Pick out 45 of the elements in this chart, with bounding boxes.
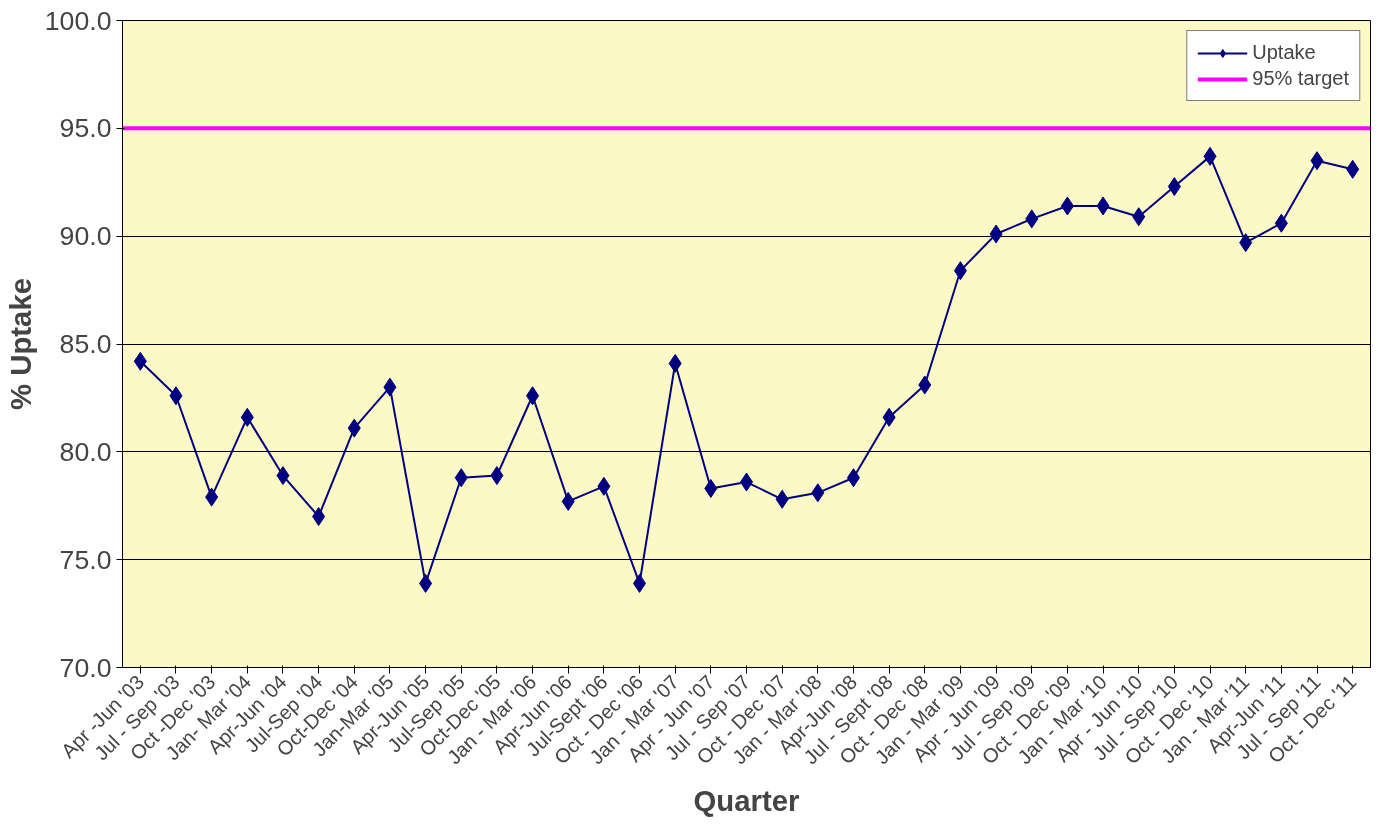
point [205, 487, 219, 507]
y-tick-label: 75.0 [59, 544, 112, 575]
point [1346, 159, 1360, 179]
point [1096, 196, 1110, 216]
x-axis-title: Quarter [693, 784, 800, 818]
point [561, 491, 575, 511]
point [633, 573, 647, 593]
point [704, 479, 718, 498]
point [811, 483, 825, 503]
y-tick-label: 70.0 [59, 652, 112, 683]
point [490, 466, 504, 486]
point [526, 386, 540, 406]
point [133, 351, 147, 371]
y-tick-label: 95.0 [59, 113, 112, 144]
point [846, 468, 860, 488]
point [882, 407, 896, 427]
y-tick-label: 100.0 [44, 5, 112, 36]
y-axis-title: % Uptake [3, 277, 37, 411]
point [1274, 213, 1288, 233]
point [775, 489, 789, 509]
point [1239, 233, 1253, 253]
point [454, 468, 468, 488]
point [169, 386, 183, 406]
point [953, 261, 967, 281]
point [383, 377, 397, 397]
point [1132, 207, 1146, 227]
point [597, 476, 611, 496]
point [276, 466, 290, 486]
point [668, 353, 682, 373]
point [918, 375, 932, 395]
y-tick-label: 80.0 [59, 436, 112, 467]
point [1203, 146, 1217, 166]
point [1060, 196, 1074, 216]
point [240, 407, 254, 427]
legend-label: 95% target [1252, 67, 1349, 90]
point [312, 507, 326, 527]
point [1310, 151, 1324, 171]
point [419, 573, 433, 593]
y-tick-label: 90.0 [59, 221, 112, 252]
point [989, 224, 1003, 244]
point [1167, 177, 1181, 197]
legend-label: Uptake [1252, 41, 1316, 64]
point [1025, 209, 1039, 229]
point [347, 418, 361, 438]
y-tick-label: 85.0 [59, 329, 112, 359]
